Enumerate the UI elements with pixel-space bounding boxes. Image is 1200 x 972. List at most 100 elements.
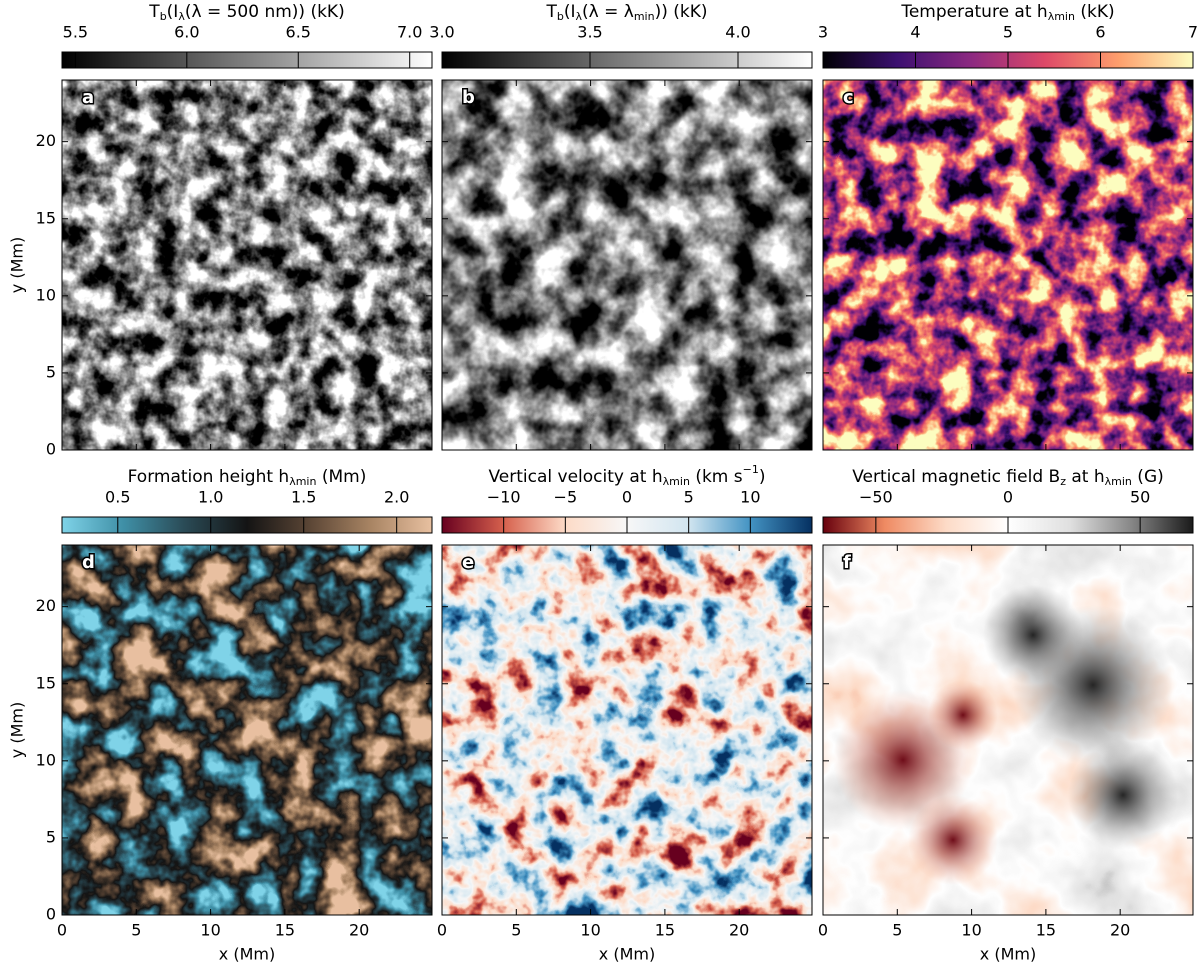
y-tick-label: 5: [46, 362, 56, 381]
title-text: (I: [564, 2, 576, 22]
title-subscript: λ: [576, 10, 583, 23]
colorbar-tick-label: 7: [1188, 23, 1198, 42]
x-tick-label: 5: [131, 921, 141, 940]
y-tick-label: 15: [36, 673, 56, 692]
panel-frame: [61, 79, 433, 451]
heatmap-image: [823, 80, 1193, 450]
title-text: (G): [1132, 467, 1164, 487]
colorbar-title: Vertical velocity at hλmin​ (km s−1​): [489, 463, 766, 488]
colorbar-tick-label: 10: [740, 488, 760, 507]
title-subscript: z: [1060, 475, 1066, 488]
y-tick-label: 0: [46, 905, 56, 924]
colorbar-tick-label: 5: [684, 488, 694, 507]
panel: [823, 80, 1193, 450]
title-subscript: min: [634, 10, 655, 23]
colorbar-tick-label: 3.5: [577, 23, 602, 42]
colorbar-tick-label: 5: [1003, 23, 1013, 42]
field-region: [1068, 740, 1178, 850]
colorbar: [61, 516, 433, 534]
x-axis-label: x (Mm): [980, 945, 1036, 964]
heatmap-image: [442, 545, 812, 915]
colorbar-title: Tb​(Iλ​(λ = λmin​)) (kK): [545, 2, 707, 23]
title-text: Formation height h: [128, 467, 290, 487]
title-subscript: λ: [178, 10, 185, 23]
field-region: [928, 680, 998, 750]
field-region: [908, 795, 998, 885]
title-subscript: λmin: [1048, 10, 1075, 23]
colorbar-tick-label: 6: [1095, 23, 1105, 42]
panel: [62, 80, 432, 450]
x-tick-label: 5: [892, 921, 902, 940]
heatmap-image: [62, 545, 432, 915]
title-text: Temperature at h: [900, 2, 1047, 22]
x-tick-label: 10: [200, 921, 220, 940]
colorbar-tick-label: 3: [818, 23, 828, 42]
title-text: T: [545, 2, 557, 22]
colorbar-tick-label: 0: [622, 488, 632, 507]
x-tick-label: 15: [655, 921, 675, 940]
panel: [823, 545, 1193, 915]
title-subscript: λmin: [289, 475, 316, 488]
panel-label: d: [82, 552, 95, 573]
y-tick-label: 0: [46, 440, 56, 459]
colorbar-tick-label: 1.5: [291, 488, 316, 507]
title-text: Vertical velocity at h: [489, 467, 663, 487]
colorbar-tick-label: −10: [487, 488, 521, 507]
colorbar-tick-label: −50: [859, 488, 893, 507]
panel-frame: [61, 544, 433, 916]
title-text: (λ = λ: [582, 2, 634, 22]
panel-label: e: [462, 552, 474, 573]
panel-frame: [441, 544, 813, 916]
x-tick-label: 15: [275, 921, 295, 940]
panel-frame: [822, 79, 1194, 451]
panel-frame: [822, 544, 1194, 916]
panel: [442, 80, 812, 450]
colorbar-tick-label: 2.0: [384, 488, 409, 507]
x-tick-label: 10: [580, 921, 600, 940]
title-text: (Mm): [316, 467, 366, 487]
colorbar-tick-label: 0: [1003, 488, 1013, 507]
y-tick-label: 10: [36, 750, 56, 769]
title-text: )) (kK): [655, 2, 708, 22]
x-tick-label: 20: [729, 921, 749, 940]
heatmap-image: [442, 80, 812, 450]
title-text: T: [148, 2, 160, 22]
colorbar-tick-label: 0.5: [105, 488, 130, 507]
panel: [62, 545, 432, 915]
panel-label: b: [462, 87, 475, 108]
title-text: Vertical magnetic field B: [852, 467, 1060, 487]
colorbar-tick-label: 1.0: [198, 488, 223, 507]
panel-label: f: [843, 552, 851, 573]
title-text: ): [759, 467, 766, 487]
title-text: (λ = 500 nm)) (kK): [185, 2, 345, 22]
x-axis-label: x (Mm): [599, 945, 655, 964]
colorbar-title: Vertical magnetic field Bz​ at hλmin​ (G…: [852, 467, 1164, 488]
x-tick-label: 20: [349, 921, 369, 940]
x-tick-label: 15: [1036, 921, 1056, 940]
panel-label: a: [82, 87, 94, 108]
colorbar-title: Tb​(Iλ​(λ = 500 nm)) (kK): [148, 2, 344, 23]
y-tick-label: 20: [36, 596, 56, 615]
colorbar-tick-label: −5: [554, 488, 578, 507]
title-subscript: λmin: [1105, 475, 1132, 488]
y-tick-label: 20: [36, 131, 56, 150]
title-text: (kK): [1075, 2, 1115, 22]
y-tick-label: 5: [46, 827, 56, 846]
panel-label: c: [843, 87, 854, 108]
colorbar-tick-label: 50: [1130, 488, 1150, 507]
colorbar-tick-label: 4.0: [725, 23, 750, 42]
title-text: (I: [167, 2, 179, 22]
field-region: [983, 585, 1083, 685]
panel-frame: [441, 79, 813, 451]
colorbar-tick-label: 6.5: [286, 23, 311, 42]
y-axis-label: y (Mm): [8, 237, 27, 293]
title-superscript: −1: [743, 463, 759, 476]
x-tick-label: 10: [961, 921, 981, 940]
colorbar-tick-label: 6.0: [174, 23, 199, 42]
x-tick-label: 0: [818, 921, 828, 940]
title-text: (km s: [690, 467, 743, 487]
y-tick-label: 10: [36, 285, 56, 304]
colorbar-title: Formation height hλmin​ (Mm): [128, 467, 367, 488]
colorbar-tick-label: 4: [910, 23, 920, 42]
